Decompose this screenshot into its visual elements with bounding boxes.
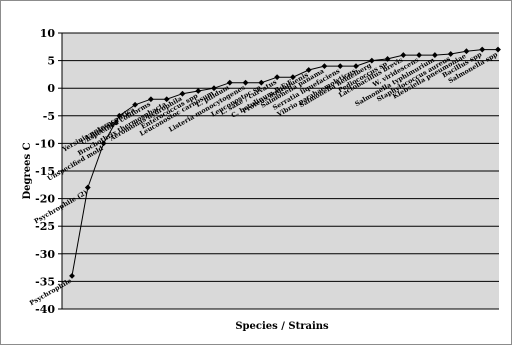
y-tick-labels: 10 5 0 -5 -10 -15 -20 -25 -30 -35 -40 <box>35 27 55 316</box>
data-point <box>274 74 281 81</box>
data-point <box>132 101 139 108</box>
data-point <box>69 272 75 279</box>
data-points <box>69 46 501 279</box>
data-point <box>258 79 265 86</box>
data-point <box>289 74 296 81</box>
data-point <box>431 52 438 58</box>
series-line <box>71 49 498 276</box>
data-point <box>447 51 454 57</box>
data-point <box>368 57 375 64</box>
data-point <box>195 88 202 94</box>
data-point <box>321 63 328 70</box>
y-tick-label: 0 <box>47 82 55 95</box>
y-tick-label: 10 <box>40 27 56 40</box>
y-axis-title: Degrees C <box>22 142 33 199</box>
y-tick-label: -35 <box>35 275 55 288</box>
data-point <box>384 56 391 62</box>
y-tick-label: -15 <box>35 165 55 178</box>
gridlines <box>58 32 499 310</box>
data-point <box>242 79 249 86</box>
y-tick-label: -25 <box>35 220 55 233</box>
data-point <box>463 48 470 55</box>
data-point <box>226 79 233 86</box>
y-tick-label: -30 <box>35 248 55 261</box>
data-point <box>147 96 154 103</box>
y-tick-label: -5 <box>43 110 55 123</box>
data-point <box>116 112 123 119</box>
data-point <box>84 184 91 191</box>
x-axis-title: Species / Strains <box>235 321 329 332</box>
data-point <box>100 140 107 147</box>
y-tick-label: -40 <box>35 303 55 316</box>
data-point <box>305 67 312 73</box>
data-point <box>163 96 170 103</box>
data-point <box>337 63 344 70</box>
y-tick-label: -20 <box>35 193 55 206</box>
data-point <box>495 46 501 53</box>
data-point <box>416 52 423 58</box>
data-point <box>211 85 217 92</box>
data-point <box>479 46 486 53</box>
y-tick-label: -10 <box>35 137 55 150</box>
data-point <box>179 90 186 97</box>
y-tick-label: 5 <box>47 55 55 68</box>
data-point <box>353 63 359 70</box>
data-point <box>400 52 407 58</box>
